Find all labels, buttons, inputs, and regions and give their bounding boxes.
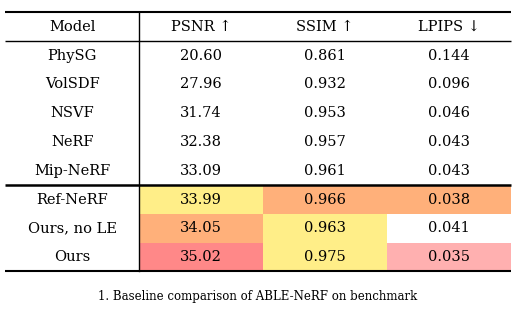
Bar <box>139 243 263 271</box>
Text: 0.861: 0.861 <box>304 49 346 63</box>
Text: 0.046: 0.046 <box>428 106 470 120</box>
Text: 33.09: 33.09 <box>180 164 222 178</box>
Text: NSVF: NSVF <box>50 106 94 120</box>
Text: 0.932: 0.932 <box>304 77 346 91</box>
Text: PSNR ↑: PSNR ↑ <box>171 20 231 34</box>
Text: 0.957: 0.957 <box>304 135 346 149</box>
Text: Ref-NeRF: Ref-NeRF <box>36 193 108 207</box>
Text: SSIM ↑: SSIM ↑ <box>296 20 354 34</box>
Text: 0.963: 0.963 <box>304 221 346 235</box>
Text: 0.144: 0.144 <box>428 49 470 63</box>
Text: NeRF: NeRF <box>51 135 93 149</box>
Text: 34.05: 34.05 <box>180 221 222 235</box>
Text: Mip-NeRF: Mip-NeRF <box>34 164 110 178</box>
Text: VolSDF: VolSDF <box>45 77 100 91</box>
Text: 0.966: 0.966 <box>304 193 346 207</box>
Text: 31.74: 31.74 <box>180 106 222 120</box>
Text: Ours, no LE: Ours, no LE <box>28 221 117 235</box>
Text: Ours: Ours <box>54 250 90 264</box>
Text: 20.60: 20.60 <box>180 49 222 63</box>
Text: PhySG: PhySG <box>47 49 97 63</box>
Text: 0.041: 0.041 <box>428 221 470 235</box>
Bar <box>387 185 511 214</box>
Text: 1. Baseline comparison of ABLE-NeRF on benchmark: 1. Baseline comparison of ABLE-NeRF on b… <box>99 290 417 303</box>
Bar <box>263 243 387 271</box>
Bar <box>263 214 387 243</box>
Text: 0.975: 0.975 <box>304 250 346 264</box>
Text: 0.043: 0.043 <box>428 164 470 178</box>
Text: 0.953: 0.953 <box>304 106 346 120</box>
Text: LPIPS ↓: LPIPS ↓ <box>418 20 480 34</box>
Text: 0.961: 0.961 <box>304 164 346 178</box>
Bar <box>139 185 263 214</box>
Bar <box>263 185 387 214</box>
Text: 27.96: 27.96 <box>180 77 222 91</box>
Text: 0.096: 0.096 <box>428 77 470 91</box>
Bar <box>139 214 263 243</box>
Text: Model: Model <box>49 20 95 34</box>
Text: 33.99: 33.99 <box>180 193 222 207</box>
Text: 35.02: 35.02 <box>180 250 222 264</box>
Text: 0.043: 0.043 <box>428 135 470 149</box>
Text: 32.38: 32.38 <box>180 135 222 149</box>
Bar <box>387 243 511 271</box>
Text: 0.038: 0.038 <box>428 193 470 207</box>
Text: 0.035: 0.035 <box>428 250 470 264</box>
